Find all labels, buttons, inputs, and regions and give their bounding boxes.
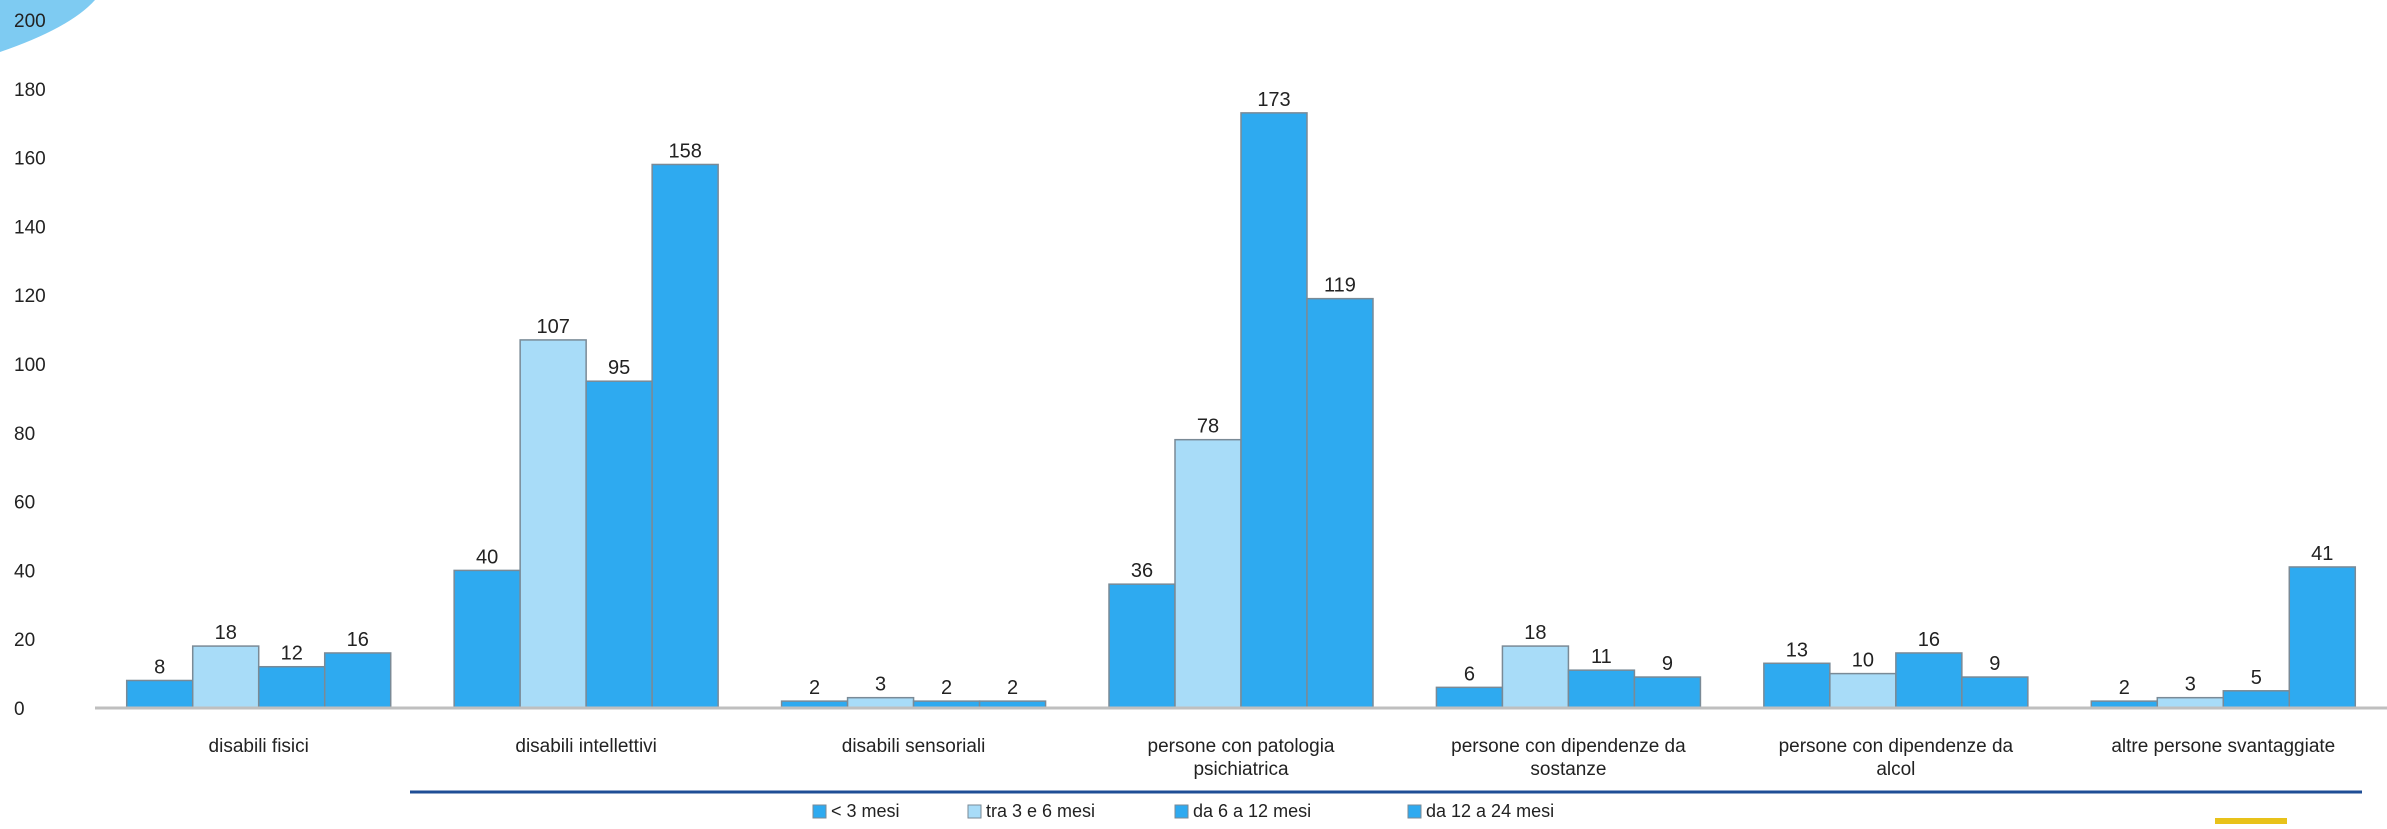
data-label: 36 — [1131, 560, 1153, 582]
bar — [519, 339, 587, 709]
data-label: 158 — [668, 140, 701, 162]
data-label: 41 — [2311, 543, 2333, 565]
legend-label: da 12 a 24 mesi — [1426, 801, 1554, 821]
y-tick-label: 140 — [14, 217, 46, 238]
y-tick-label: 80 — [14, 424, 35, 445]
bar — [1633, 676, 1702, 709]
legend-label: da 6 a 12 mesi — [1193, 801, 1311, 821]
data-label: 2 — [1007, 677, 1018, 699]
bar — [2288, 566, 2357, 709]
y-axis: 0 20 40 60 80 100 120 140 160 180 200 — [14, 11, 46, 720]
bar — [1306, 297, 1374, 709]
bars — [125, 112, 2357, 709]
bar — [125, 679, 194, 709]
bar — [1501, 645, 1570, 709]
legend-swatch — [812, 804, 827, 819]
data-label: 8 — [154, 656, 165, 678]
data-label: 2 — [809, 677, 820, 699]
data-label: 2 — [2119, 677, 2130, 699]
data-label: 13 — [1786, 639, 1808, 661]
x-tick-label: sostanze — [1530, 759, 1606, 780]
y-tick-label: 0 — [14, 699, 25, 720]
bar — [323, 652, 392, 709]
bar — [1829, 672, 1897, 709]
x-tick-label: alcol — [1876, 759, 1915, 780]
y-tick-label: 60 — [14, 493, 35, 514]
data-label: 5 — [2251, 667, 2262, 689]
data-label: 40 — [476, 546, 498, 568]
data-label: 173 — [1257, 89, 1290, 111]
data-label: 95 — [608, 357, 630, 379]
bar — [1435, 686, 1504, 709]
legend-label: tra 3 e 6 mesi — [986, 801, 1095, 821]
corner-decoration — [0, 0, 95, 52]
x-tick-label: persone con dipendenze da — [1451, 736, 1686, 757]
bar — [1961, 676, 2029, 709]
legend-swatch — [1174, 804, 1189, 819]
data-label: 3 — [2185, 674, 2196, 696]
legend-label: < 3 mesi — [831, 801, 900, 821]
bar — [1174, 438, 1242, 709]
data-label: 9 — [1662, 653, 1673, 675]
data-label: 11 — [1591, 646, 1612, 668]
bar — [257, 665, 326, 709]
x-tick-label: psichiatrica — [1193, 759, 1288, 780]
data-label: 16 — [1918, 629, 1940, 651]
y-tick-label: 20 — [14, 630, 35, 651]
y-tick-label: 180 — [14, 80, 46, 101]
bar — [2156, 696, 2225, 709]
data-label: 16 — [347, 629, 369, 651]
data-label: 18 — [1524, 622, 1546, 644]
bar — [1895, 652, 1963, 709]
data-label: 3 — [875, 674, 886, 696]
bar — [2222, 690, 2291, 709]
data-label: 2 — [941, 677, 952, 699]
bar — [1763, 662, 1831, 709]
bar — [651, 163, 719, 709]
data-label: 107 — [536, 316, 569, 338]
y-tick-label: 200 — [14, 11, 46, 32]
legend: < 3 mesi tra 3 e 6 mesi da 6 a 12 mesi da 1… — [812, 801, 1554, 821]
data-label: 78 — [1197, 416, 1219, 438]
bar — [585, 380, 653, 709]
legend-swatch — [1407, 804, 1422, 819]
data-label: 18 — [215, 622, 237, 644]
bar — [453, 569, 521, 709]
data-label: 6 — [1464, 663, 1475, 685]
x-axis: disabili fisici disabili intellettivi disa… — [95, 706, 2387, 780]
data-label: 9 — [1989, 653, 2000, 675]
x-tick-label: persone con dipendenze da — [1779, 736, 2014, 757]
x-tick-label: altre persone svantaggiate — [2111, 736, 2335, 757]
y-tick-label: 40 — [14, 561, 35, 582]
y-tick-label: 120 — [14, 286, 46, 307]
bar — [846, 696, 915, 709]
data-label: 10 — [1852, 650, 1874, 672]
bar — [1567, 669, 1636, 709]
x-tick-label: disabili intellettivi — [515, 736, 657, 757]
y-tick-label: 160 — [14, 149, 46, 170]
y-tick-label: 100 — [14, 355, 46, 376]
data-label: 12 — [281, 643, 303, 665]
x-tick-label: disabili fisici — [209, 736, 309, 757]
bar — [191, 645, 260, 709]
data-label: 119 — [1324, 275, 1356, 297]
bar — [1108, 583, 1176, 709]
x-tick-label: persone con patologia — [1148, 736, 1335, 757]
x-tick-label: disabili sensoriali — [842, 736, 986, 757]
page-tab-decoration — [2215, 818, 2287, 824]
bar — [1240, 112, 1308, 709]
legend-swatch — [967, 804, 982, 819]
